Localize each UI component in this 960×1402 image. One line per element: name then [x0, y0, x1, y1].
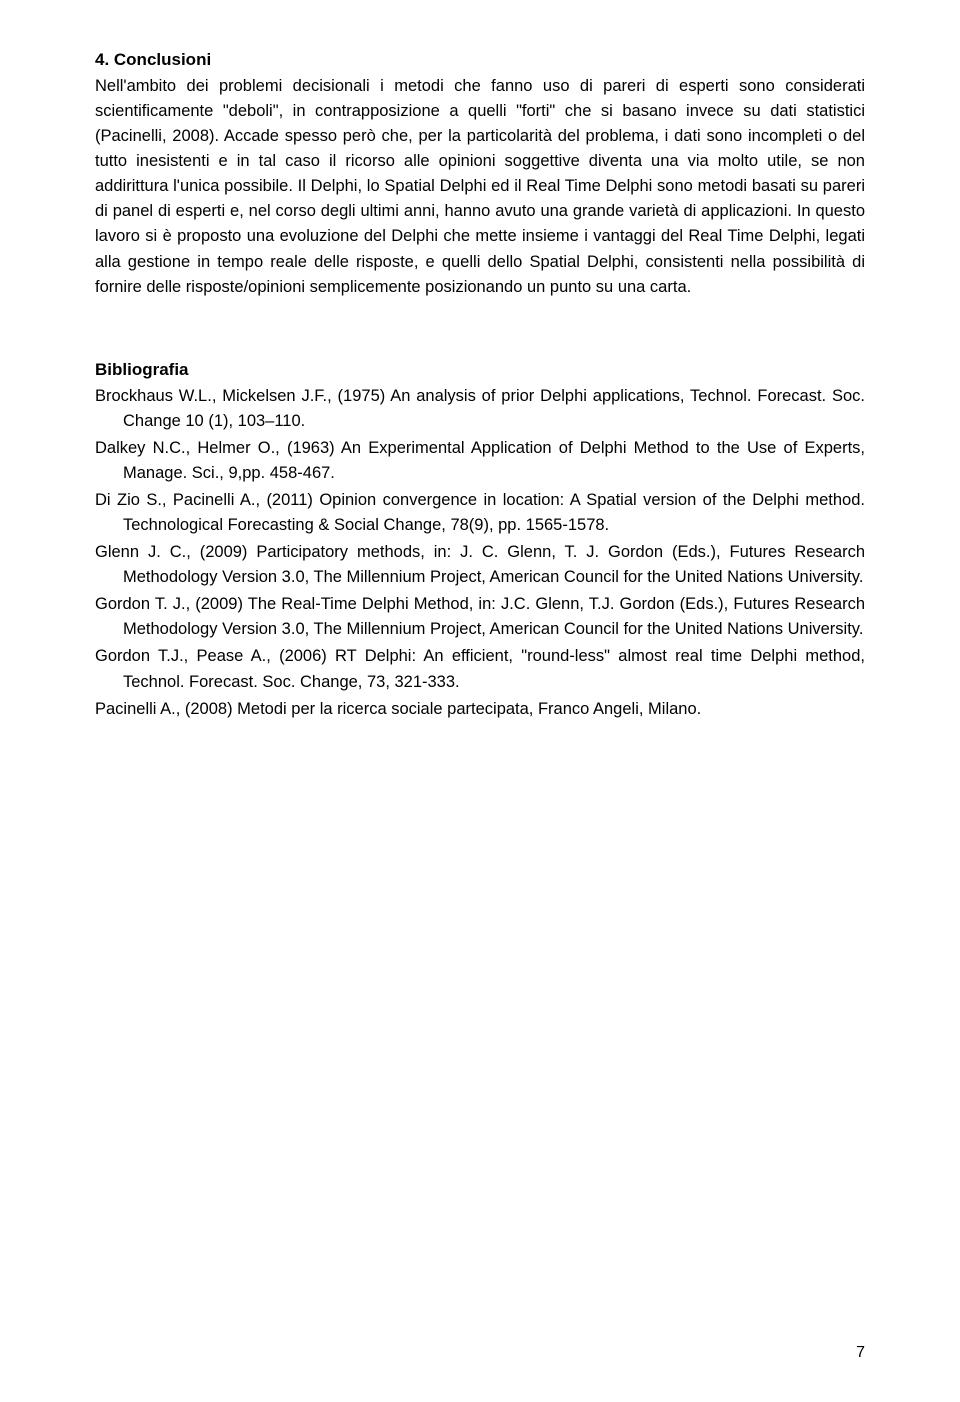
reference-item: Gordon T.J., Pease A., (2006) RT Delphi:… — [95, 644, 865, 694]
reference-item: Pacinelli A., (2008) Metodi per la ricer… — [95, 697, 865, 722]
reference-item: Glenn J. C., (2009) Participatory method… — [95, 540, 865, 590]
reference-item: Gordon T. J., (2009) The Real-Time Delph… — [95, 592, 865, 642]
conclusions-body: Nell'ambito dei problemi decisionali i m… — [95, 74, 865, 300]
section-title: 4. Conclusioni — [95, 50, 865, 70]
reference-item: Dalkey N.C., Helmer O., (1963) An Experi… — [95, 436, 865, 486]
page-number: 7 — [856, 1344, 865, 1362]
reference-item: Di Zio S., Pacinelli A., (2011) Opinion … — [95, 488, 865, 538]
reference-item: Brockhaus W.L., Mickelsen J.F., (1975) A… — [95, 384, 865, 434]
bibliography-title: Bibliografia — [95, 360, 865, 380]
